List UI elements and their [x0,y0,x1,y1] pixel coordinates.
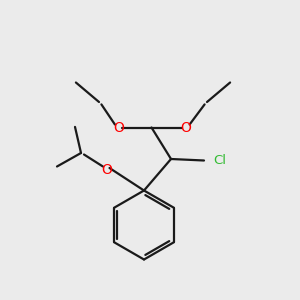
Text: O: O [113,121,124,134]
Text: Cl: Cl [213,154,226,167]
Text: O: O [181,121,191,134]
Text: O: O [101,163,112,176]
